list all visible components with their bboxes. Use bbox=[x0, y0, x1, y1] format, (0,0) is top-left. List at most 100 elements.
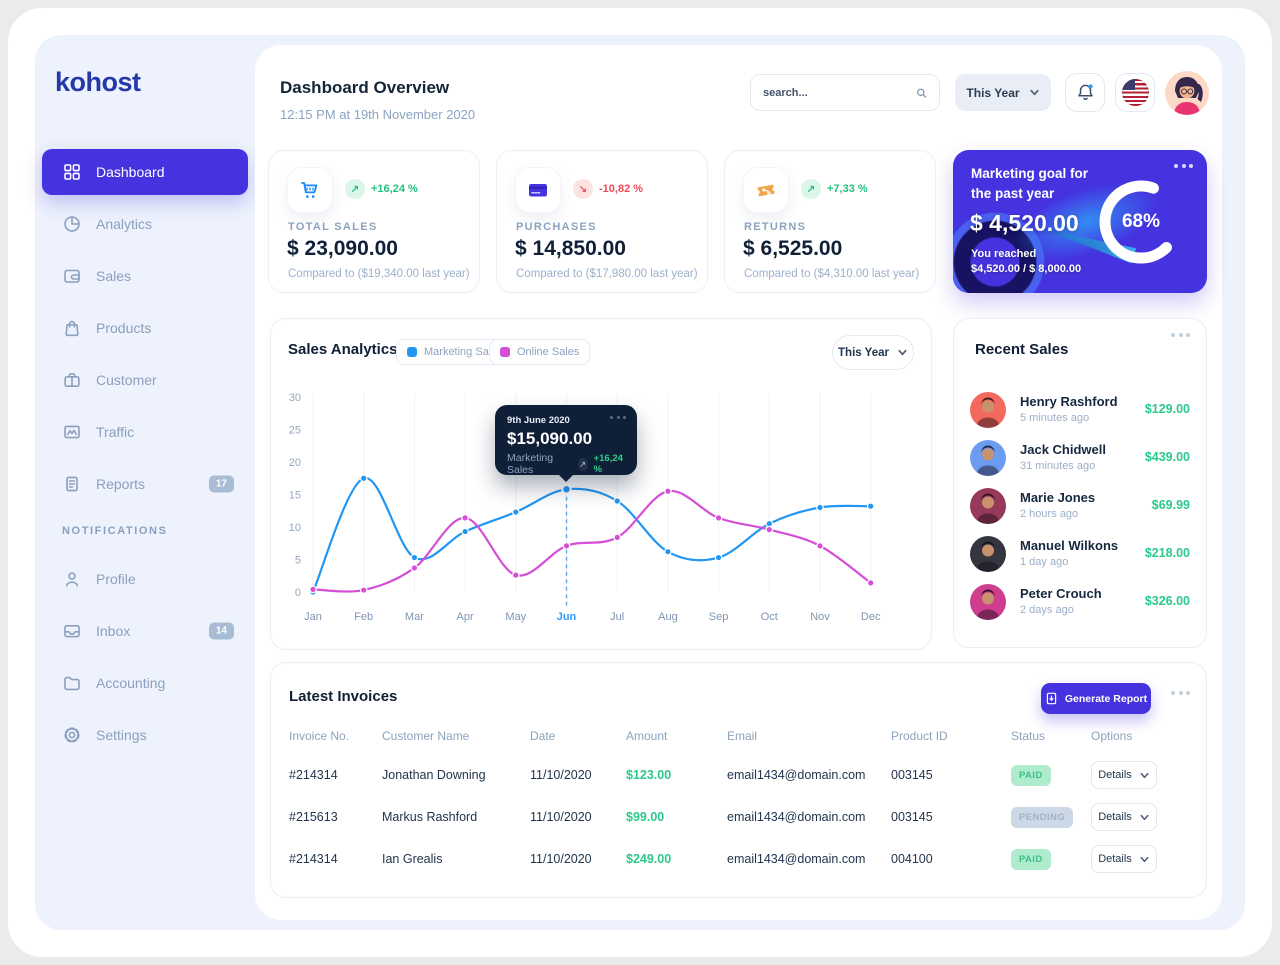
svg-text:15: 15 bbox=[289, 490, 301, 502]
sidebar-item-dashboard[interactable]: Dashboard bbox=[42, 149, 248, 195]
svg-text:30: 30 bbox=[289, 392, 301, 404]
details-dropdown[interactable]: Details bbox=[1091, 761, 1157, 789]
generate-report-label: Generate Report bbox=[1064, 692, 1148, 705]
col-amount: Amount bbox=[626, 729, 668, 743]
stat-icon-tile bbox=[287, 167, 333, 213]
col-date: Date bbox=[530, 729, 556, 743]
sidebar-item-analytics[interactable]: Analytics bbox=[42, 201, 248, 247]
chart-period-selector[interactable]: This Year bbox=[832, 335, 914, 370]
cell-invoice-no: #215613 bbox=[289, 810, 338, 824]
invoices-menu-icon[interactable] bbox=[1171, 691, 1190, 695]
generate-report-button[interactable]: Generate Report bbox=[1041, 683, 1151, 714]
inbox-count-badge: 14 bbox=[208, 622, 234, 640]
cell-invoice-no: #214314 bbox=[289, 852, 338, 866]
customer-avatar bbox=[970, 488, 1006, 524]
stat-card-returns: ↗ +7,33 % RETURNS $ 6,525.00 Compared to… bbox=[724, 150, 936, 293]
header-period-selector[interactable]: This Year bbox=[955, 74, 1051, 111]
svg-text:0: 0 bbox=[295, 587, 301, 599]
goal-title: Marketing goal for the past year bbox=[971, 166, 1089, 201]
cell-amount: $123.00 bbox=[626, 768, 672, 782]
legend-swatch bbox=[407, 347, 417, 357]
cell-customer-name: Jonathan Downing bbox=[382, 768, 486, 782]
customer-name: Marie Jones bbox=[1020, 490, 1096, 505]
trend-indicator: ↘ -10,82 % bbox=[573, 179, 643, 199]
cell-date: 11/10/2020 bbox=[530, 810, 592, 824]
wallet-icon bbox=[64, 269, 80, 283]
main-panel: Dashboard Overview 12:15 PM at 19th Nove… bbox=[255, 45, 1222, 920]
sidebar: kohost Dashboard Analytics Sales Product… bbox=[35, 35, 255, 930]
chevron-down-icon bbox=[1140, 772, 1149, 778]
trend-indicator: ↗ +7,33 % bbox=[801, 179, 868, 199]
cell-customer-name: Markus Rashford bbox=[382, 810, 478, 824]
cell-date: 11/10/2020 bbox=[530, 768, 592, 782]
customer-name: Henry Rashford bbox=[1020, 394, 1118, 409]
col-invoice-no: Invoice No. bbox=[289, 729, 350, 743]
sidebar-item-label: Analytics bbox=[96, 216, 153, 232]
sale-time: 1 day ago bbox=[1020, 556, 1069, 568]
svg-text:Dec: Dec bbox=[861, 611, 881, 623]
legend-online-sales[interactable]: Online Sales bbox=[489, 339, 591, 365]
sidebar-item-accounting[interactable]: Accounting bbox=[42, 660, 248, 706]
tooltip-date: 9th June 2020 bbox=[507, 415, 570, 426]
sale-amount: $129.00 bbox=[1144, 402, 1190, 416]
user-icon bbox=[65, 572, 79, 587]
sidebar-item-inbox[interactable]: Inbox 14 bbox=[42, 608, 248, 654]
sidebar-item-products[interactable]: Products bbox=[42, 305, 248, 351]
search-input[interactable] bbox=[763, 86, 916, 99]
search-icon bbox=[917, 88, 927, 98]
inbox-icon bbox=[64, 625, 80, 638]
stat-compare: Compared to ($17,980.00 last year) bbox=[516, 268, 698, 280]
chevron-down-icon bbox=[1140, 814, 1149, 820]
col-options: Options bbox=[1091, 729, 1133, 743]
sidebar-item-sales[interactable]: Sales bbox=[42, 253, 248, 299]
customer-avatar bbox=[970, 392, 1006, 428]
goal-card-menu-icon[interactable] bbox=[1174, 164, 1193, 168]
gear-icon bbox=[64, 727, 80, 743]
col-product-id: Product ID bbox=[891, 729, 948, 743]
sidebar-item-label: Inbox bbox=[96, 623, 131, 639]
sidebar-item-profile[interactable]: Profile bbox=[42, 556, 248, 602]
customer-name: Jack Chidwell bbox=[1020, 442, 1106, 457]
stat-icon-tile bbox=[743, 167, 789, 213]
user-avatar[interactable] bbox=[1165, 71, 1209, 115]
trend-indicator: ↗ +16,24 % bbox=[345, 179, 418, 199]
sidebar-item-customer[interactable]: Customer bbox=[42, 357, 248, 403]
sidebar-item-label: Sales bbox=[96, 268, 132, 284]
cell-email: email1434@domain.com bbox=[727, 810, 866, 824]
stat-value: $ 23,090.00 bbox=[287, 237, 398, 260]
notifications-button[interactable] bbox=[1065, 73, 1105, 112]
trend-value: +16,24 % bbox=[371, 183, 418, 195]
sidebar-item-traffic[interactable]: Traffic bbox=[42, 409, 248, 455]
cell-date: 11/10/2020 bbox=[530, 852, 592, 866]
svg-text:Mar: Mar bbox=[405, 611, 424, 623]
report-download-icon bbox=[1046, 692, 1057, 705]
sidebar-item-reports[interactable]: Reports 17 bbox=[42, 461, 248, 507]
language-button[interactable] bbox=[1115, 73, 1155, 112]
recent-sales-title: Recent Sales bbox=[975, 341, 1069, 358]
details-dropdown[interactable]: Details bbox=[1091, 845, 1157, 873]
logo: kohost bbox=[55, 67, 141, 97]
svg-text:Feb: Feb bbox=[354, 611, 373, 623]
legend-label: Marketing Sales bbox=[424, 346, 503, 358]
sidebar-item-settings[interactable]: Settings bbox=[42, 712, 248, 758]
recent-sales-menu-icon[interactable] bbox=[1171, 333, 1190, 337]
col-status: Status bbox=[1011, 729, 1046, 743]
tooltip-series: Marketing Sales bbox=[507, 452, 554, 476]
notifications-section-label: NOTIFICATIONS bbox=[62, 525, 168, 537]
status-badge: PAID bbox=[1011, 764, 1051, 786]
details-dropdown[interactable]: Details bbox=[1091, 803, 1157, 831]
page-subtitle: 12:15 PM at 19th November 2020 bbox=[280, 107, 476, 122]
chart-title: Sales Analytics bbox=[288, 341, 398, 358]
period-label: This Year bbox=[838, 346, 889, 359]
ticket-icon bbox=[757, 184, 775, 197]
svg-text:Oct: Oct bbox=[761, 611, 778, 623]
svg-text:10: 10 bbox=[289, 522, 301, 534]
status-badge: PAID bbox=[1011, 848, 1051, 870]
sale-time: 31 minutes ago bbox=[1020, 460, 1096, 472]
recent-sales-card: Recent Sales Henry Rashford 5 minutes ag… bbox=[953, 318, 1207, 648]
svg-text:5: 5 bbox=[295, 555, 301, 567]
cell-product-id: 004100 bbox=[891, 852, 933, 866]
tooltip-trend: +16,24 % bbox=[593, 453, 623, 475]
period-label: This Year bbox=[966, 85, 1020, 100]
